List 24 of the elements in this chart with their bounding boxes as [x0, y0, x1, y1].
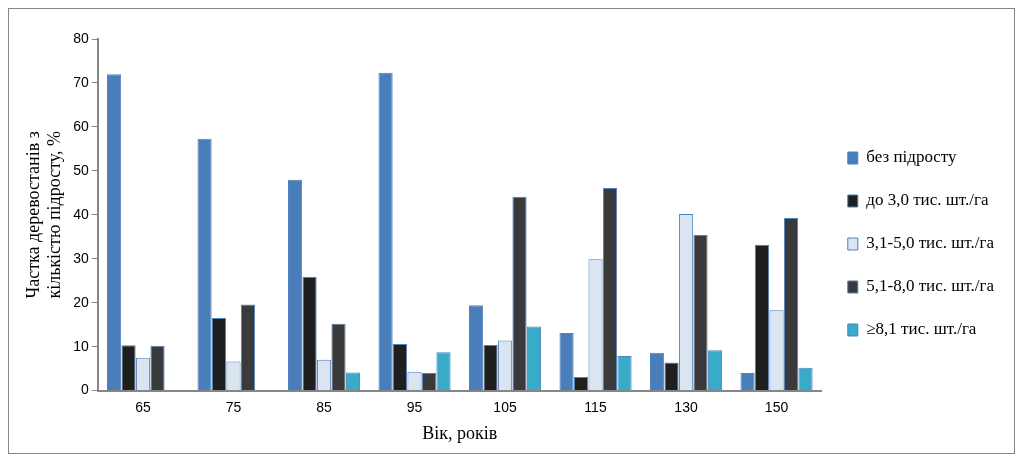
- x-tick-label: 115: [584, 398, 607, 415]
- y-tick-label: 50: [73, 161, 89, 178]
- x-axis-title: Вік, років: [422, 422, 498, 443]
- x-tick-label: 75: [225, 398, 242, 415]
- x-tick-label: 105: [493, 398, 517, 415]
- y-tick-label: 70: [73, 73, 89, 90]
- x-tick-label: 130: [674, 398, 698, 415]
- y-tick-label: 60: [73, 117, 89, 134]
- y-tick-label: 20: [73, 293, 89, 310]
- x-tick-label: 95: [406, 398, 423, 415]
- y-tick-label: 10: [73, 337, 89, 354]
- y-tick-label: 30: [73, 249, 89, 266]
- legend-label: без підросту: [866, 147, 958, 167]
- y-axis-title: Частка деревостанів з кількістю підросту, %: [22, 131, 65, 299]
- y-tick-label: 80: [73, 29, 89, 46]
- y-tick-label: 40: [73, 205, 89, 222]
- y-tick-label: 0: [80, 381, 89, 398]
- legend-label: до 3,0 тис. шт./га: [866, 190, 989, 210]
- x-tick-label: 150: [764, 398, 789, 415]
- legend-label: 5,1-8,0 тис. шт./га: [866, 276, 995, 296]
- legend-label: ≥8,1 тис. шт./га: [866, 319, 977, 339]
- x-tick-label: 65: [135, 398, 152, 415]
- x-tick-label: 85: [316, 398, 333, 415]
- legend-label: 3,1-5,0 тис. шт./га: [866, 233, 995, 253]
